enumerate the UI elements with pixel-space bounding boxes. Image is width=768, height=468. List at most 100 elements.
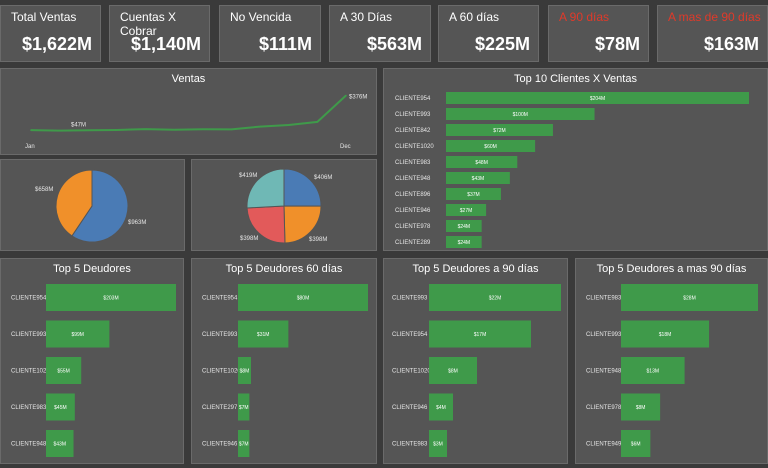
pie-slice-label: $419M bbox=[239, 173, 257, 179]
bar bbox=[446, 220, 482, 232]
bar bbox=[446, 108, 595, 120]
bar-value-label: $72M bbox=[493, 128, 506, 134]
pie-slice-label: $398M bbox=[240, 236, 258, 242]
bar-category-label: CLIENTE954 bbox=[11, 296, 47, 302]
deudores-panel: Top 5 Deudores CLIENTE954 $203M CLIENTE993… bbox=[0, 258, 184, 464]
ventas-point bbox=[316, 121, 319, 123]
pie-slice-label: $963M bbox=[128, 220, 146, 226]
bar bbox=[446, 92, 749, 104]
kpi-value: $78M bbox=[594, 34, 640, 54]
bar bbox=[238, 393, 250, 421]
bar-value-label: $8M bbox=[240, 369, 250, 375]
pie-panel-2: $406M $398M $398M $419M bbox=[191, 159, 377, 251]
bar bbox=[446, 188, 501, 200]
kpi-value: $111M bbox=[258, 34, 312, 54]
bar-category-label: CLIENTE978 bbox=[586, 405, 622, 411]
kpi-tile: A 30 Días $563M bbox=[329, 5, 431, 62]
bar bbox=[238, 284, 368, 311]
bar bbox=[238, 430, 250, 457]
ventas-point bbox=[230, 128, 233, 131]
bar bbox=[429, 320, 531, 348]
bar-category-label: CLIENTE946 bbox=[395, 208, 431, 214]
ventas-line-panel: Ventas $47M $376M Jan Dec bbox=[0, 68, 377, 155]
bar-value-label: $8M bbox=[636, 405, 646, 411]
bar-value-label: $7M bbox=[239, 405, 249, 411]
kpi-tile: A mas de 90 días $163M bbox=[657, 5, 768, 62]
ventas-x-start: Jan bbox=[25, 144, 35, 150]
pie-slice-label: $406M bbox=[314, 175, 332, 181]
bar-value-label: $24M bbox=[458, 240, 471, 246]
bar-category-label: CLIENTE1020 bbox=[11, 369, 50, 375]
bar-value-label: $100M bbox=[513, 112, 528, 118]
bar-category-label: CLIENTE1020 bbox=[392, 369, 431, 375]
ventas-point bbox=[58, 129, 61, 132]
bar bbox=[446, 140, 536, 152]
bar-category-label: CLIENTE983 bbox=[395, 160, 431, 166]
kpi-value: $1,140M bbox=[130, 34, 201, 54]
bar-value-label: $43M bbox=[54, 442, 67, 448]
bar-category-label: CLIENTE946 bbox=[202, 442, 238, 448]
bar-value-label: $48M bbox=[475, 160, 488, 166]
deudores-mas90-bar-chart: CLIENTE983 $28M CLIENTE993 $18M CLIENTE948 $1… bbox=[586, 284, 758, 457]
bar bbox=[429, 284, 561, 311]
bar bbox=[621, 320, 710, 348]
bar bbox=[46, 357, 82, 384]
bar-category-label: CLIENTE983 bbox=[586, 296, 622, 302]
bar-value-label: $99M bbox=[71, 332, 84, 338]
bar-value-label: $60M bbox=[484, 144, 497, 150]
bar bbox=[46, 393, 75, 421]
deudores-title: Top 5 Deudores bbox=[53, 263, 131, 275]
kpi-tile: No Vencida $111M bbox=[219, 5, 321, 62]
bar-value-label: $55M bbox=[57, 369, 70, 375]
bar bbox=[446, 172, 510, 184]
bar-value-label: $31M bbox=[257, 332, 270, 338]
bar-value-label: $8M bbox=[448, 369, 458, 375]
bar-category-label: CLIENTE978 bbox=[395, 224, 431, 230]
bar bbox=[429, 357, 477, 384]
bar-category-label: CLIENTE993 bbox=[395, 112, 431, 118]
bar-category-label: CLIENTE949 bbox=[586, 442, 622, 448]
bar-category-label: CLIENTE297 bbox=[202, 405, 238, 411]
ventas-x-end: Dec bbox=[340, 144, 351, 150]
bar-category-label: CLIENTE948 bbox=[586, 369, 622, 375]
bar-value-label: $27M bbox=[460, 208, 473, 214]
ventas-title: Ventas bbox=[171, 73, 206, 85]
top10-title: Top 10 Clientes X Ventas bbox=[514, 73, 637, 85]
bar-value-label: $80M bbox=[297, 296, 310, 302]
kpi-tile: Cuentas X Cobrar $1,140M bbox=[109, 5, 210, 62]
bar-category-label: CLIENTE946 bbox=[392, 405, 428, 411]
bar-category-label: CLIENTE983 bbox=[11, 405, 47, 411]
ventas-point bbox=[30, 129, 32, 131]
deudores90-title: Top 5 Deudores a 90 días bbox=[412, 263, 539, 275]
top10-panel: Top 10 Clientes X Ventas CLIENTE954 $204M… bbox=[383, 68, 768, 251]
kpi-value: $563M bbox=[366, 34, 422, 54]
bar-category-label: CLIENTE842 bbox=[395, 128, 431, 134]
deudores90-panel: Top 5 Deudores a 90 días CLIENTE993 $22M C… bbox=[383, 258, 568, 464]
bar-value-label: $4M bbox=[436, 405, 446, 411]
kpi-title: A 60 días bbox=[449, 10, 500, 24]
kpi-title: Total Ventas bbox=[11, 10, 77, 24]
bar-category-label: CLIENTE948 bbox=[395, 176, 431, 182]
kpi-title: A mas de 90 días bbox=[668, 10, 761, 24]
ventas-point bbox=[87, 129, 90, 132]
kpi-value: $1,622M bbox=[21, 34, 92, 54]
bar bbox=[429, 393, 453, 421]
bar bbox=[446, 124, 553, 136]
bar bbox=[446, 156, 518, 168]
ventas-point bbox=[173, 128, 175, 131]
bar-category-label: CLIENTE896 bbox=[395, 192, 431, 198]
bar-category-label: CLIENTE993 bbox=[11, 332, 47, 338]
bar bbox=[621, 284, 758, 311]
pie-panel-1: $963M $658M bbox=[0, 159, 185, 251]
bar bbox=[446, 204, 487, 216]
ventas-series-line bbox=[30, 94, 347, 132]
kpi-title: No Vencida bbox=[230, 10, 292, 24]
kpi-tile: A 60 días $225M bbox=[438, 5, 539, 62]
bar-value-label: $6M bbox=[631, 442, 641, 448]
bar-category-label: CLIENTE993 bbox=[202, 332, 238, 338]
pie-slice bbox=[283, 205, 322, 244]
bar-category-label: CLIENTE289 bbox=[395, 240, 431, 246]
bar bbox=[238, 357, 251, 384]
bar bbox=[46, 430, 74, 457]
